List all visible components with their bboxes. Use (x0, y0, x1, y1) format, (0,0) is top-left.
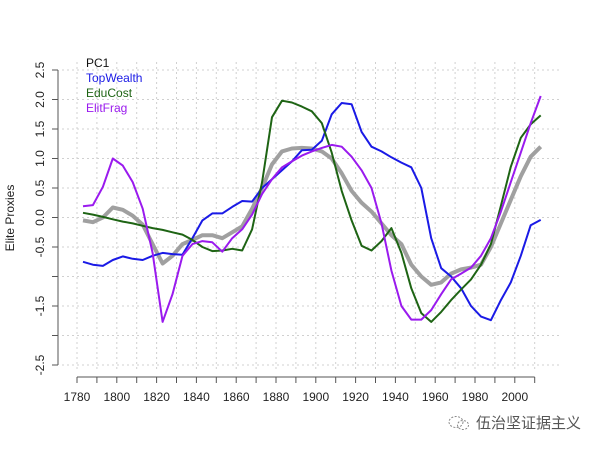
y-tick-label: 2.5 (33, 61, 47, 78)
y-tick-label: 2.0 (33, 91, 47, 108)
x-tick-label: 1980 (462, 390, 489, 404)
y-tick-label: -2.5 (33, 354, 47, 375)
y-tick-label: -1.5 (33, 295, 47, 316)
legend-item-elitfrag: ElitFrag (86, 101, 127, 115)
x-tick-label: 1940 (382, 390, 409, 404)
x-tick-label: 1920 (342, 390, 369, 404)
series-line-educost (82, 99, 542, 323)
x-tick-label: 1800 (103, 390, 130, 404)
series-line-pc1 (82, 145, 543, 287)
y-tick-label: 1.5 (33, 120, 47, 137)
y-tick-label: 0.0 (33, 209, 47, 226)
series-lines (82, 95, 543, 323)
y-tick-label: 0.5 (33, 179, 47, 196)
wechat-icon (448, 415, 469, 430)
legend-item-educost: EduCost (86, 86, 133, 100)
legend-item-topwealth: TopWealth (86, 71, 142, 85)
grid (62, 62, 562, 372)
y-axis-label: Elite Proxies (3, 185, 17, 252)
x-tick-label: 1880 (263, 390, 290, 404)
series-line-elitfrag (82, 95, 542, 323)
x-tick-label: 1840 (183, 390, 210, 404)
series-line-topwealth (82, 102, 542, 322)
x-tick-label: 1820 (143, 390, 170, 404)
x-tick-label: 1780 (64, 390, 91, 404)
x-tick-label: 1860 (223, 390, 250, 404)
x-tick-label: 1960 (422, 390, 449, 404)
watermark: 伍治坚证据主义 (448, 412, 581, 433)
x-tick-label: 2000 (501, 390, 528, 404)
legend-item-pc1: PC1 (86, 56, 110, 70)
x-tick-label: 1900 (302, 390, 329, 404)
legend: PC1 TopWealth EduCost ElitFrag (86, 56, 142, 115)
y-tick-label: -0.5 (33, 236, 47, 257)
watermark-text: 伍治坚证据主义 (476, 415, 582, 432)
y-tick-label: 1.0 (33, 150, 47, 167)
axes: 2.5 2.0 1.5 1.0 0.5 0.0 -0.5 -1.5 -2.5 1780 1800 18… (33, 61, 536, 404)
